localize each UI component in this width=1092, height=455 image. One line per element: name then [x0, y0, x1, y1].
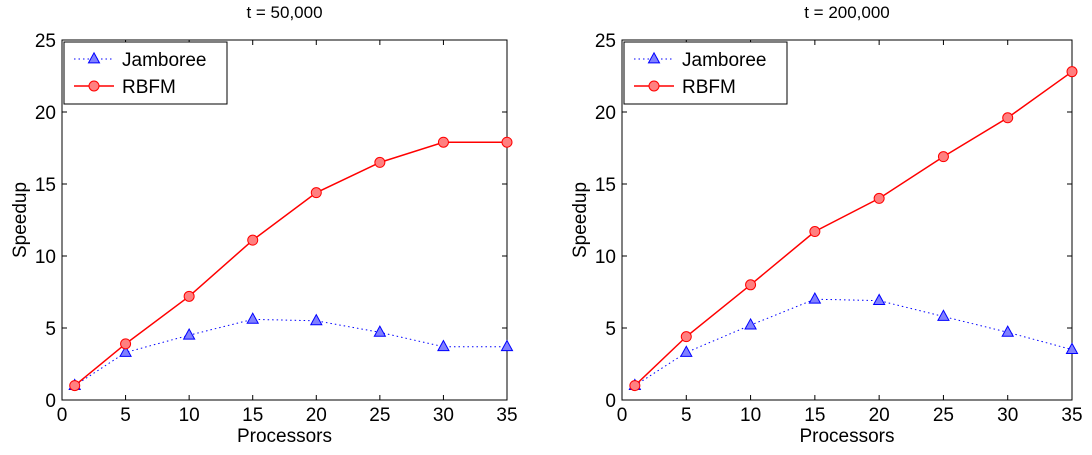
data-point-rbfm [120, 338, 132, 350]
data-point-jamboree [437, 339, 450, 352]
legend-marker-rbfm [88, 80, 100, 92]
series-line [74, 141, 507, 387]
x-tick-label: 15 [242, 405, 263, 426]
plot-frame [621, 39, 1073, 401]
data-point-rbfm [437, 136, 449, 148]
y-axis-label: Speedup [570, 182, 591, 258]
series-line [634, 298, 1073, 387]
legend-box [623, 41, 788, 105]
y-tick-label: 25 [595, 31, 616, 52]
series-jamboree [628, 291, 1079, 390]
y-tick-label: 20 [595, 103, 616, 124]
x-tick-label: 30 [997, 405, 1018, 426]
series-jamboree [68, 312, 514, 390]
data-point-jamboree [1065, 342, 1079, 354]
x-tick-label: 20 [306, 405, 327, 426]
data-point-jamboree [1001, 325, 1015, 337]
x-tick-label: 15 [804, 405, 825, 426]
y-tick-label: 10 [595, 247, 616, 268]
data-point-rbfm [937, 151, 949, 163]
x-tick-label: 5 [120, 405, 131, 426]
data-point-rbfm [310, 187, 322, 199]
y-axis-label: Speedup [10, 182, 31, 258]
y-tick-label: 10 [35, 247, 56, 268]
data-point-rbfm [745, 279, 757, 291]
data-point-jamboree [119, 345, 132, 357]
x-tick-label: 20 [869, 405, 890, 426]
data-point-jamboree [808, 291, 822, 304]
data-point-rbfm [501, 136, 513, 148]
series-line [74, 318, 507, 387]
data-point-rbfm [247, 234, 259, 246]
data-point-jamboree [744, 317, 757, 330]
x-tick-label: 5 [681, 405, 692, 426]
data-point-rbfm [69, 380, 81, 392]
x-tick-label: 35 [496, 405, 517, 426]
legend-marker-rbfm [648, 80, 660, 92]
data-point-rbfm [1002, 112, 1014, 124]
x-tick-label: 0 [617, 405, 628, 426]
legend: Jamboree RBFM [623, 41, 788, 105]
data-point-jamboree [679, 345, 693, 357]
series-rbfm [69, 136, 513, 392]
legend-label-rbfm: RBFM [682, 77, 736, 98]
legend-label-jamboree: Jamboree [122, 50, 207, 71]
y-tick-label: 20 [35, 103, 56, 124]
x-tick-label: 10 [740, 405, 761, 426]
y-tick-label: 5 [45, 319, 56, 340]
y-tick-label: 15 [35, 175, 56, 196]
chart-panel-1: 0 5 10 15 20 25 30 35 0 5 10 15 20 25 t = 50,000 Proces… [10, 3, 518, 447]
data-point-jamboree [373, 325, 387, 337]
data-point-rbfm [1066, 66, 1078, 78]
x-axis-label: Processors [237, 426, 332, 447]
series-rbfm [629, 66, 1078, 392]
legend-marker-jamboree [647, 51, 661, 64]
data-point-rbfm [680, 331, 692, 343]
plot-frame [61, 39, 508, 401]
y-tick-label: 15 [595, 175, 616, 196]
data-point-jamboree [246, 312, 260, 324]
data-point-jamboree [937, 309, 950, 321]
data-point-jamboree [872, 293, 886, 306]
x-tick-label: 25 [933, 405, 954, 426]
data-point-rbfm [183, 290, 195, 302]
x-tick-label: 25 [369, 405, 390, 426]
data-point-jamboree [309, 313, 323, 326]
data-point-rbfm [629, 380, 641, 392]
y-tick-label: 25 [35, 31, 56, 52]
data-point-rbfm [374, 156, 386, 168]
legend: Jamboree RBFM [63, 41, 228, 105]
legend-marker-jamboree [87, 51, 101, 64]
y-tick-label: 0 [605, 391, 616, 412]
data-point-jamboree [182, 327, 196, 340]
data-point-rbfm [873, 192, 885, 204]
x-axis-label: Processors [799, 426, 894, 447]
x-tick-label: 30 [433, 405, 454, 426]
series-line [634, 71, 1073, 387]
y-tick-label: 5 [605, 319, 616, 340]
data-point-rbfm [809, 226, 821, 238]
x-tick-label: 35 [1061, 405, 1082, 426]
legend-label-rbfm: RBFM [122, 77, 176, 98]
x-tick-label: 10 [179, 405, 200, 426]
legend-label-jamboree: Jamboree [682, 50, 767, 71]
chart-title: t = 50,000 [246, 3, 322, 22]
chart-panel-2: 0 5 10 15 20 25 30 35 0 5 10 15 20 25 t = 200,000 Proce… [570, 3, 1083, 447]
data-point-jamboree [500, 339, 514, 352]
x-tick-label: 0 [57, 405, 68, 426]
legend-box [63, 41, 228, 105]
chart-title: t = 200,000 [804, 3, 890, 22]
y-tick-label: 0 [45, 391, 56, 412]
